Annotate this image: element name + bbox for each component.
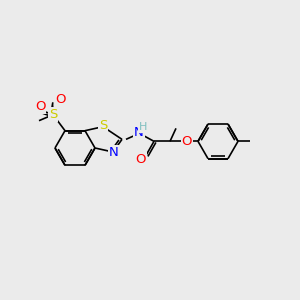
Text: S: S [49,108,57,121]
Text: S: S [99,119,107,132]
Text: O: O [35,100,45,113]
Text: O: O [182,135,192,148]
Text: O: O [136,153,146,166]
Text: O: O [55,93,65,106]
Text: H: H [139,122,147,132]
Text: N: N [109,146,119,160]
Text: N: N [134,126,144,139]
